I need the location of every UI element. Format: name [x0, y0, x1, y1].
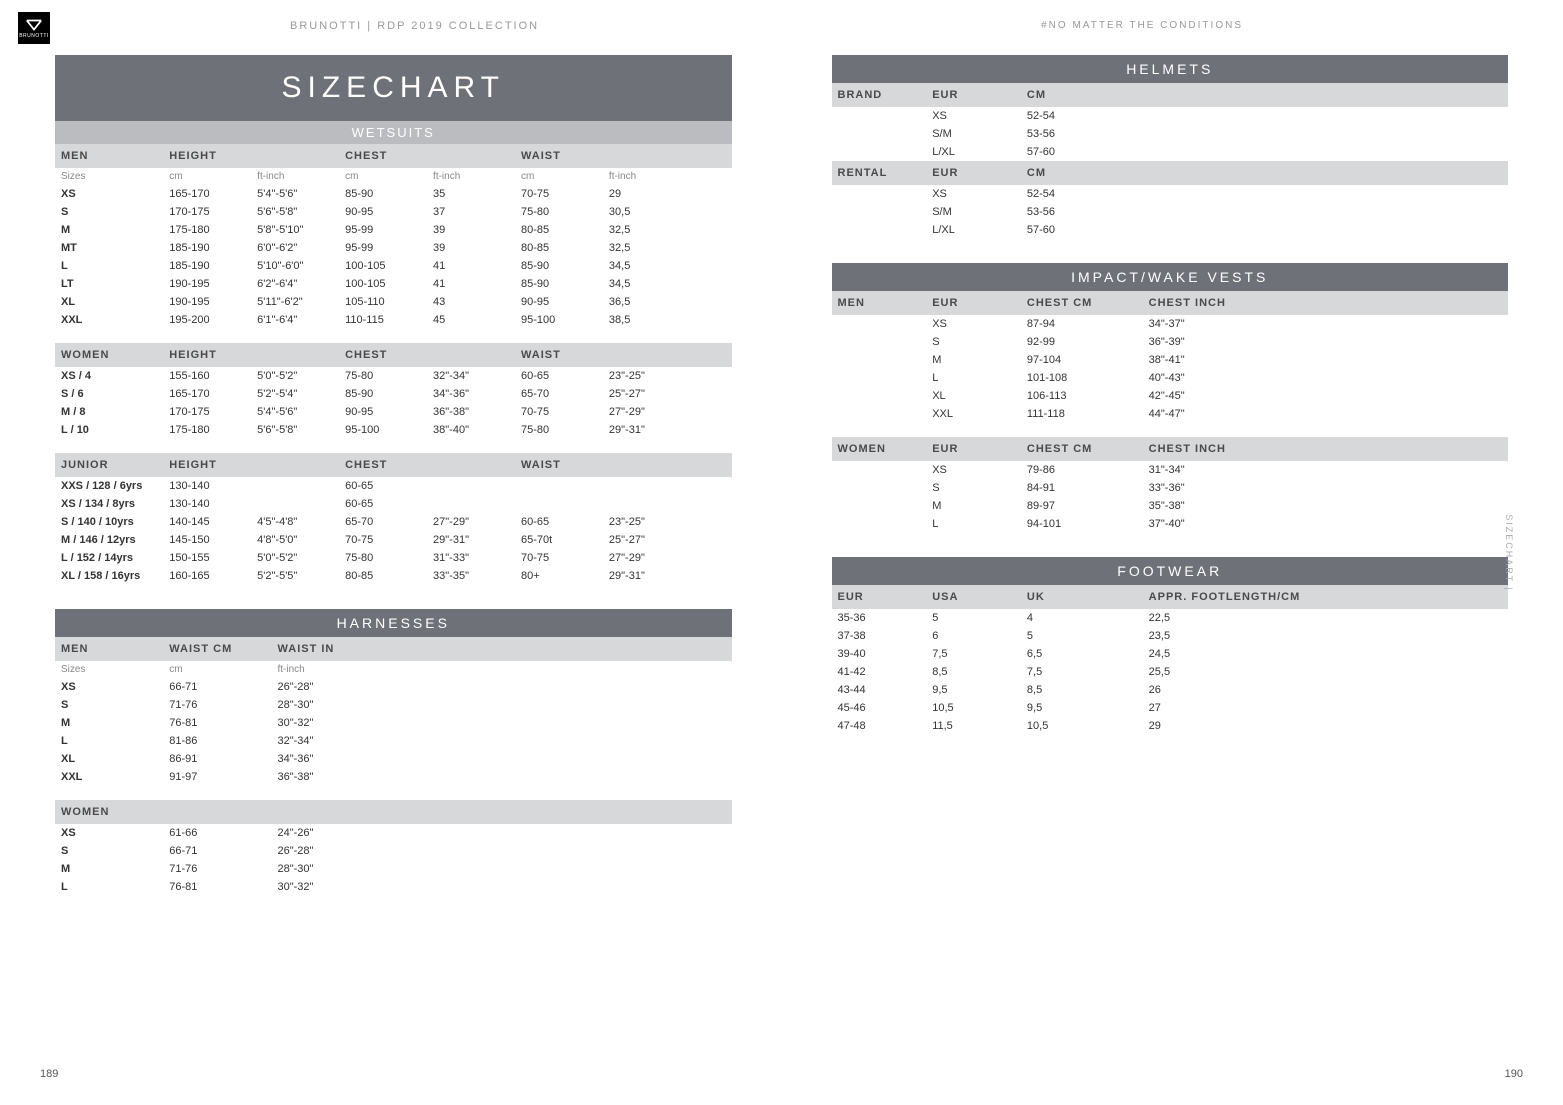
group-label: MEN — [55, 637, 163, 661]
header-collection: BRUNOTTI | RDP 2019 COLLECTION — [290, 20, 539, 32]
left-column: SIZECHART WETSUITS MENHEIGHTCHESTWAISTSi… — [55, 55, 732, 1050]
size-cell: L — [55, 257, 163, 275]
group-label: BRAND — [832, 83, 927, 107]
wetsuits-table: MENHEIGHTCHESTWAISTSizescmft-inchcmft-in… — [55, 144, 732, 585]
header-tagline: #NO MATTER THE CONDITIONS — [1041, 20, 1243, 31]
group-label: MEN — [832, 291, 927, 315]
group-label: WOMEN — [55, 343, 163, 367]
group-label: MEN — [55, 144, 163, 168]
size-cell: S / 140 / 10yrs — [55, 513, 163, 531]
size-cell: XS / 4 — [55, 367, 163, 385]
vests-banner: IMPACT/WAKE VESTS — [832, 263, 1509, 291]
size-cell: XXS / 128 / 6yrs — [55, 477, 163, 495]
vests-table: MENEURCHEST CMCHEST INCHXS87-9434"-37"S9… — [832, 291, 1509, 533]
size-cell: M / 146 / 12yrs — [55, 531, 163, 549]
helmets-table: BRANDEURCMXS52-54S/M53-56L/XL57-60RENTAL… — [832, 83, 1509, 239]
size-cell: M / 8 — [55, 403, 163, 421]
group-label: RENTAL — [832, 161, 927, 185]
brand-logo: BRUNOTTI — [18, 12, 50, 44]
group-label: WOMEN — [55, 800, 163, 824]
sizechart-title: SIZECHART — [55, 55, 732, 121]
group-label: JUNIOR — [55, 453, 163, 477]
size-cell: XS / 134 / 8yrs — [55, 495, 163, 513]
footwear-banner: FOOTWEAR — [832, 557, 1509, 585]
size-cell: XL — [55, 293, 163, 311]
size-cell: S / 6 — [55, 385, 163, 403]
side-label: SIZECHART | — [1504, 514, 1514, 592]
harnesses-table: MENWAIST CMWAIST INSizescmft-inchXS66-71… — [55, 637, 732, 896]
size-cell: S — [55, 203, 163, 221]
page-number-right: 190 — [1505, 1068, 1523, 1080]
size-cell: LT — [55, 275, 163, 293]
size-cell: L / 152 / 14yrs — [55, 549, 163, 567]
size-cell: XXL — [55, 311, 163, 329]
footwear-table: EURUSAUKAPPR. FOOTLENGTH/CM35-365422,537… — [832, 585, 1509, 735]
harnesses-banner: HARNESSES — [55, 609, 732, 637]
page-number-left: 189 — [40, 1068, 58, 1080]
size-cell: XL / 158 / 16yrs — [55, 567, 163, 585]
size-cell: M — [55, 221, 163, 239]
size-cell: MT — [55, 239, 163, 257]
size-cell: XS — [55, 185, 163, 203]
wetsuits-banner: WETSUITS — [55, 121, 732, 144]
size-cell: L / 10 — [55, 421, 163, 439]
group-label: WOMEN — [832, 437, 927, 461]
right-column: HELMETS BRANDEURCMXS52-54S/M53-56L/XL57-… — [832, 55, 1509, 1050]
helmets-banner: HELMETS — [832, 55, 1509, 83]
brand-logo-text: BRUNOTTI — [19, 33, 49, 39]
